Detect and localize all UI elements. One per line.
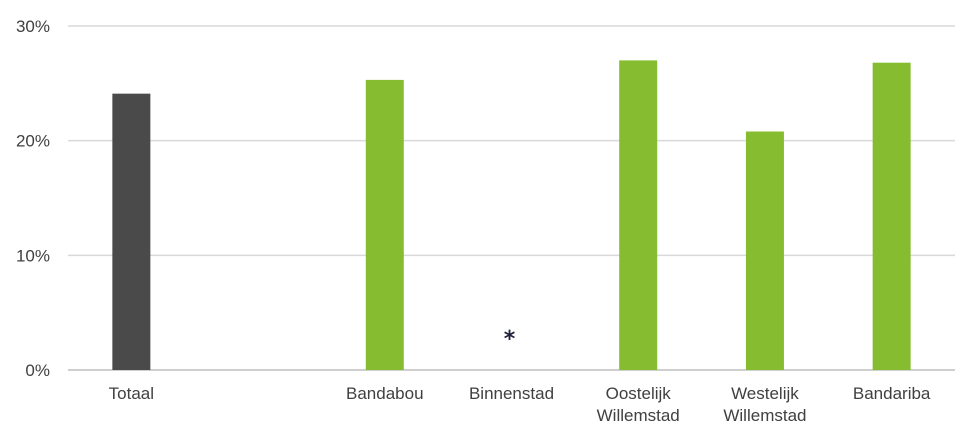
bar <box>745 131 784 370</box>
y-axis-tick-labels: 0% 10% 20% 30% <box>16 17 50 380</box>
category-label: Binnenstad <box>469 384 554 403</box>
x-axis-category-labels: Totaal Bandabou Binnenstad Oostelijk Willems… <box>109 384 931 425</box>
category-label: Willemstad <box>597 406 680 425</box>
annotations: * <box>504 327 516 352</box>
bar <box>112 93 151 371</box>
category-label: Willemstad <box>723 406 806 425</box>
y-tick-label: 0% <box>25 361 50 380</box>
asterisk-annotation: * <box>504 327 516 352</box>
y-tick-label: 30% <box>16 17 50 36</box>
bar <box>365 79 404 370</box>
category-label: Bandabou <box>346 384 424 403</box>
gridlines <box>68 25 955 371</box>
category-label: Oostelijk <box>606 384 672 403</box>
bar <box>872 62 911 371</box>
bar <box>619 60 658 371</box>
y-tick-label: 20% <box>16 132 50 151</box>
category-label: Westelijk <box>731 384 799 403</box>
category-label: Totaal <box>109 384 154 403</box>
y-tick-label: 10% <box>16 246 50 265</box>
category-label: Bandariba <box>853 384 931 403</box>
bars <box>112 60 911 371</box>
